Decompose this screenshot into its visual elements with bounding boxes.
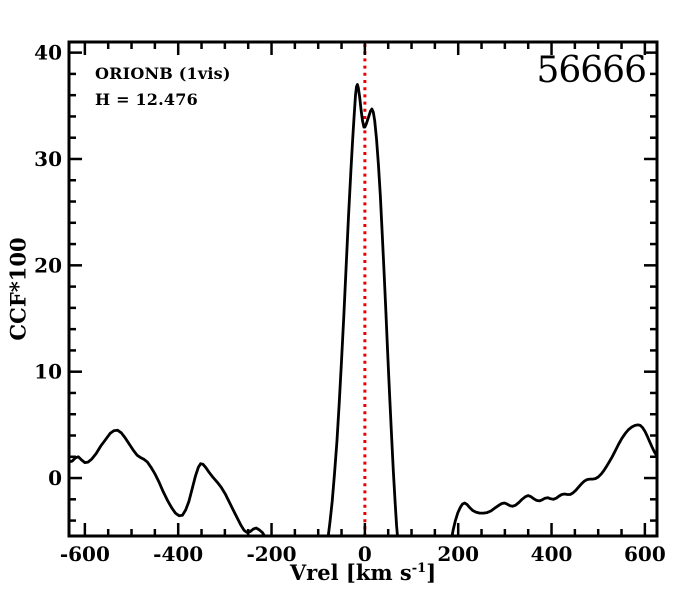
ccf-curve-segment [326,83,399,536]
y-tick-label: 40 [34,41,62,65]
y-tick-label: 20 [34,253,62,277]
x-tick-label: 200 [437,542,479,566]
x-axis-label-text: Vrel [km s [289,560,412,585]
ccf-curve-segment [69,428,267,536]
target-name-annotation: ORIONB (1vis) [95,64,231,83]
h-magnitude-annotation: H = 12.476 [95,90,198,109]
x-axis-label-superscript: -1 [411,561,427,576]
y-tick-label: 0 [48,466,62,490]
x-tick-label: -400 [153,542,203,566]
object-id-number: 56666 [536,50,647,91]
x-axis-label-suffix: ] [426,560,437,585]
x-tick-label: -600 [60,542,110,566]
x-tick-label: 0 [358,542,372,566]
y-axis-label: CCF*100 [5,237,31,341]
x-tick-label: 400 [531,542,573,566]
y-tick-label: 10 [34,360,62,384]
axes-frame [67,40,659,538]
x-tick-label: -200 [247,542,297,566]
ccf-curve-segment [450,423,657,536]
x-tick-label: 600 [624,542,666,566]
y-tick-label: 30 [34,147,62,171]
x-axis-label: Vrel [km s-1] [69,560,657,585]
